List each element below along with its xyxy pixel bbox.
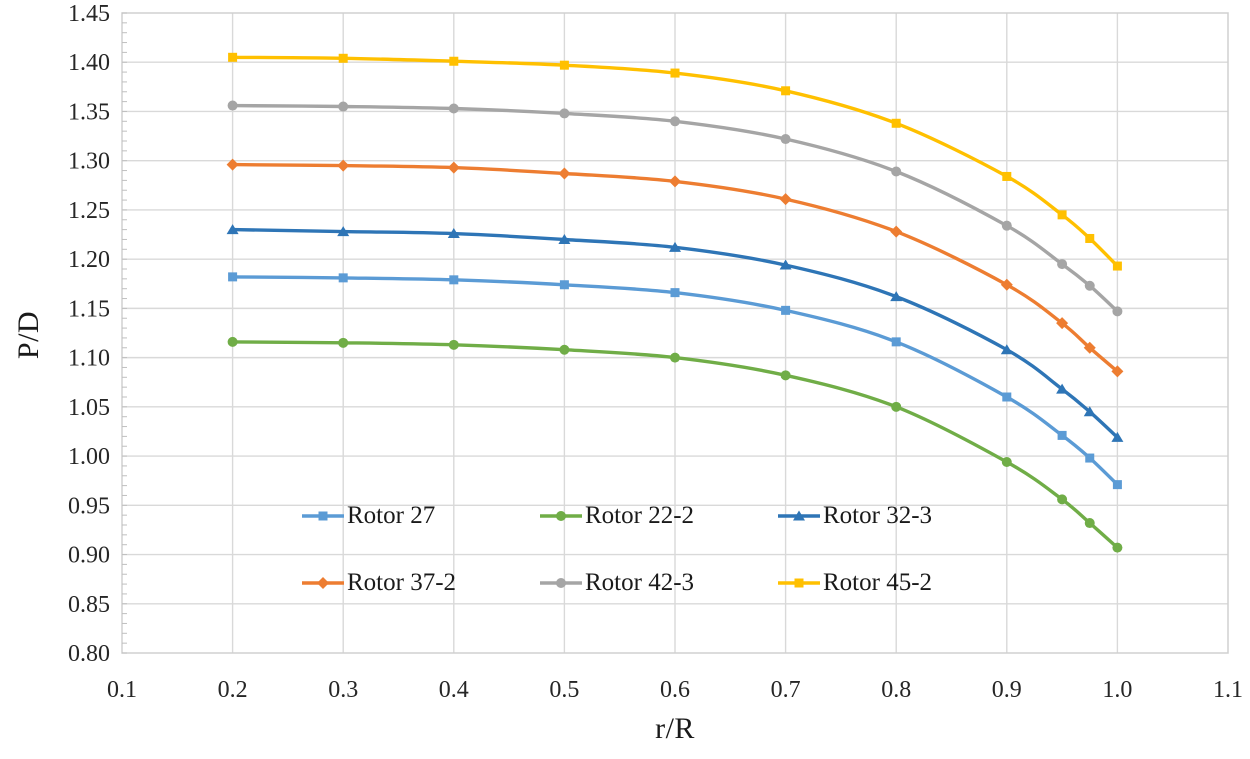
data-point-marker xyxy=(891,401,902,412)
data-point-marker xyxy=(447,161,460,174)
data-point-marker xyxy=(670,288,680,298)
data-point-marker xyxy=(226,158,239,171)
data-point-marker xyxy=(1083,341,1096,354)
y-tick-label: 1.45 xyxy=(68,1,110,27)
data-point-marker xyxy=(338,273,348,283)
data-point-marker xyxy=(890,225,903,238)
y-tick-label: 0.85 xyxy=(68,592,110,618)
data-point-marker xyxy=(780,370,791,381)
y-tick-label: 1.10 xyxy=(68,346,110,372)
data-point-marker xyxy=(1085,453,1095,463)
data-point-marker xyxy=(891,118,901,128)
y-tick-label: 1.00 xyxy=(68,444,110,470)
y-tick-label: 0.95 xyxy=(68,493,110,519)
data-point-marker xyxy=(448,103,459,114)
y-tick-label: 1.25 xyxy=(68,198,110,224)
data-point-marker xyxy=(779,259,792,270)
data-point-marker xyxy=(1085,233,1095,243)
data-point-marker xyxy=(1112,306,1123,317)
data-point-marker xyxy=(670,116,680,127)
data-point-marker xyxy=(781,305,791,315)
data-point-marker xyxy=(558,167,571,180)
data-point-marker xyxy=(1002,392,1012,402)
data-point-marker xyxy=(1056,317,1069,330)
data-point-marker xyxy=(338,101,349,112)
x-tick-label: 0.1 xyxy=(107,677,137,703)
x-tick-label: 1.0 xyxy=(1102,677,1132,703)
data-point-marker xyxy=(228,52,238,62)
data-point-marker xyxy=(1001,220,1012,231)
x-tick-label: 0.9 xyxy=(992,677,1022,703)
y-tick-label: 1.40 xyxy=(68,50,110,76)
data-point-marker xyxy=(1057,430,1067,440)
data-point-marker xyxy=(780,134,791,145)
x-tick-label: 1.1 xyxy=(1213,677,1243,703)
data-point-marker xyxy=(670,352,680,363)
data-point-marker xyxy=(1056,383,1069,394)
data-point-marker xyxy=(227,336,238,347)
plot-border xyxy=(121,12,1229,654)
data-point-marker xyxy=(1083,406,1096,417)
x-tick-label: 0.8 xyxy=(881,677,911,703)
y-tick-label: 1.35 xyxy=(68,99,110,125)
y-tick-label: 0.90 xyxy=(68,543,110,569)
data-point-marker xyxy=(781,86,791,96)
data-point-marker xyxy=(779,193,792,206)
x-tick-label: 0.4 xyxy=(439,677,469,703)
data-point-marker xyxy=(448,339,459,350)
data-point-marker xyxy=(669,241,681,252)
data-point-marker xyxy=(1112,480,1122,490)
data-point-marker xyxy=(559,60,569,70)
data-point-marker xyxy=(1002,171,1012,181)
x-tick-label: 0.6 xyxy=(660,677,690,703)
data-point-marker xyxy=(1084,518,1095,529)
y-tick-label: 1.20 xyxy=(68,247,110,273)
data-point-marker xyxy=(1112,261,1122,271)
x-tick-label: 0.7 xyxy=(771,677,801,703)
y-tick-label: 1.30 xyxy=(68,149,110,175)
y-tick-label: 1.05 xyxy=(68,395,110,421)
y-tick-label: 1.15 xyxy=(68,296,110,322)
data-point-marker xyxy=(1084,280,1095,291)
data-point-marker xyxy=(670,68,680,78)
data-point-marker xyxy=(1000,344,1013,355)
data-point-marker xyxy=(1000,278,1013,291)
data-point-marker xyxy=(338,337,349,348)
data-point-marker xyxy=(449,275,459,285)
data-point-marker xyxy=(1112,542,1123,553)
data-point-marker xyxy=(1111,365,1124,378)
data-point-marker xyxy=(1057,210,1067,220)
y-tick-label: 0.80 xyxy=(68,641,110,667)
data-point-marker xyxy=(559,344,570,355)
data-point-marker xyxy=(891,337,901,347)
data-point-marker xyxy=(559,280,569,290)
data-point-marker xyxy=(1057,494,1068,505)
data-point-marker xyxy=(669,175,681,188)
data-point-marker xyxy=(559,108,570,119)
data-point-marker xyxy=(891,166,902,177)
data-point-marker xyxy=(1057,259,1068,270)
data-point-marker xyxy=(338,53,348,63)
data-point-marker xyxy=(1111,431,1124,442)
data-point-marker xyxy=(558,233,571,244)
data-point-marker xyxy=(337,159,350,172)
y-axis-title: P/D xyxy=(12,310,45,360)
data-point-marker xyxy=(449,56,459,66)
data-point-marker xyxy=(1001,456,1012,467)
data-point-marker xyxy=(337,226,350,237)
data-point-marker xyxy=(226,224,239,235)
data-point-marker xyxy=(890,291,903,302)
data-point-marker xyxy=(228,272,238,282)
x-tick-label: 0.5 xyxy=(549,677,579,703)
data-point-marker xyxy=(447,228,460,239)
x-axis-title: r/R xyxy=(655,712,695,745)
data-point-marker xyxy=(227,100,238,111)
x-tick-label: 0.3 xyxy=(328,677,358,703)
x-tick-label: 0.2 xyxy=(218,677,248,703)
